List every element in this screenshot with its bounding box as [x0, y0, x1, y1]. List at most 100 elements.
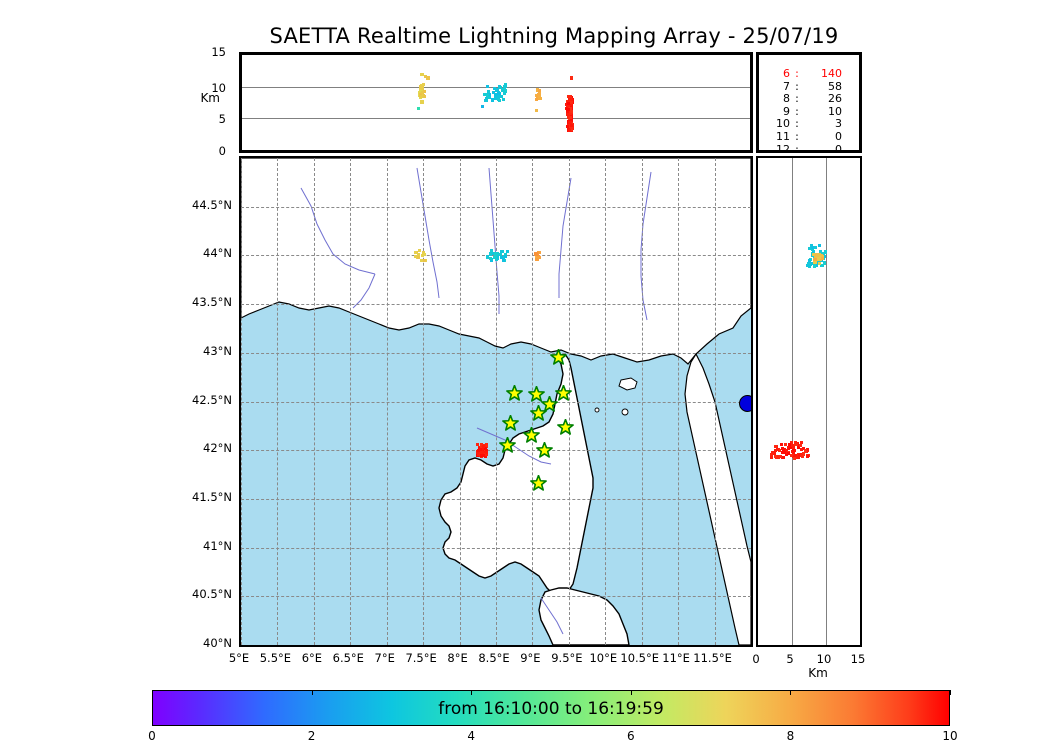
- lightning-source-point: [503, 85, 506, 88]
- stats-row: 6:140: [767, 68, 843, 81]
- map-lat-tick-44: 44°N: [170, 246, 232, 260]
- colorbar-tick-mark: [152, 690, 153, 695]
- lightning-source-point: [817, 257, 820, 260]
- right-panel-x-tick-15: 15: [838, 652, 878, 666]
- station-count-stats-box: 6:140 7:58 8:26 9:10 10:3 11:0 12:0: [756, 52, 862, 153]
- lightning-source-point: [421, 86, 424, 89]
- lightning-source-point: [421, 91, 424, 94]
- stats-row: 11:0: [767, 131, 843, 144]
- lightning-source-point: [423, 259, 426, 262]
- map-lat-gridline: [241, 450, 751, 451]
- stats-value: 0: [803, 131, 843, 144]
- lightning-source-point: [503, 92, 506, 95]
- stats-separator: :: [791, 144, 803, 157]
- map-lat-gridline: [241, 207, 751, 208]
- colorbar-tick-2: 2: [297, 729, 327, 743]
- top-panel-y-tick-15: 15: [192, 45, 226, 59]
- stats-value: 0: [803, 144, 843, 157]
- top-panel-y-tick-10: 10: [192, 81, 226, 95]
- colorbar-tick-mark: [631, 690, 632, 695]
- top-panel-gridline: [242, 118, 750, 119]
- right-panel-gridline: [792, 158, 793, 645]
- lma-station-marker: [506, 385, 523, 402]
- stats-station-count: 12: [767, 144, 791, 157]
- lightning-source-point: [570, 110, 573, 113]
- lightning-source-point: [423, 95, 426, 98]
- top-panel-y-tick-5: 5: [192, 112, 226, 126]
- stats-station-count: 8: [767, 93, 791, 106]
- lightning-source-point: [818, 244, 821, 247]
- lightning-source-point: [814, 258, 817, 261]
- lightning-source-point: [806, 455, 809, 458]
- lightning-source-point: [487, 90, 490, 93]
- colorbar-tick-mark: [312, 690, 313, 695]
- lightning-map[interactable]: [239, 156, 753, 647]
- map-lat-tick-44.5: 44.5°N: [170, 198, 232, 212]
- lightning-source-point: [818, 262, 821, 265]
- lightning-source-point: [487, 96, 490, 99]
- lma-station-marker: [550, 349, 567, 366]
- colorbar-tick-8: 8: [775, 729, 805, 743]
- colorbar-tick-0: 0: [137, 729, 167, 743]
- stats-value: 140: [803, 68, 843, 81]
- lightning-source-point: [489, 257, 492, 260]
- lightning-source-point: [504, 89, 507, 92]
- lightning-source-point: [496, 252, 499, 255]
- map-lat-tick-41.5: 41.5°N: [170, 490, 232, 504]
- lightning-source-point: [792, 450, 795, 453]
- lightning-source-point: [477, 449, 480, 452]
- stats-row: 8: 26: [767, 93, 843, 106]
- lightning-source-point: [498, 99, 501, 102]
- lma-station-marker: [530, 475, 547, 492]
- colorbar-tick-10: 10: [935, 729, 965, 743]
- lightning-source-point: [781, 456, 784, 459]
- colorbar-tick-4: 4: [456, 729, 486, 743]
- lightning-source-point: [779, 455, 782, 458]
- stats-station-count: 6: [767, 68, 791, 81]
- lightning-source-point: [481, 105, 484, 108]
- lightning-source-point: [535, 109, 538, 112]
- lightning-source-point: [489, 253, 492, 256]
- map-lat-gridline: [241, 304, 751, 305]
- lightning-source-point: [799, 444, 802, 447]
- right-panel-x-axis-label: Km: [788, 666, 848, 680]
- lightning-source-point: [480, 454, 483, 457]
- lma-station-marker: [536, 442, 553, 459]
- map-lon-tick-11.5: 11.5°E: [683, 651, 743, 665]
- lightning-source-point: [774, 455, 777, 458]
- altitude-latitude-panel: [756, 156, 862, 647]
- lightning-source-point: [806, 264, 809, 267]
- lightning-source-point: [804, 449, 807, 452]
- map-lat-gridline: [241, 645, 751, 646]
- map-lat-gridline: [241, 596, 751, 597]
- map-lat-gridline: [241, 548, 751, 549]
- lma-station-marker: [530, 405, 547, 422]
- lightning-source-point: [569, 95, 572, 98]
- lightning-source-point: [417, 107, 420, 110]
- colorbar-tick-mark: [790, 690, 791, 695]
- lightning-source-point: [771, 451, 774, 454]
- lightning-source-point: [486, 85, 489, 88]
- stats-value: 26: [803, 93, 843, 106]
- colorbar-tick-mark: [471, 690, 472, 695]
- lightning-source-point: [566, 125, 569, 128]
- lma-station-marker: [499, 437, 516, 454]
- map-lat-tick-40: 40°N: [170, 636, 232, 650]
- lightning-source-point: [570, 101, 573, 104]
- lma-station-marker: [557, 419, 574, 436]
- map-lat-tick-42.5: 42.5°N: [170, 393, 232, 407]
- right-panel-gridline: [826, 158, 827, 645]
- map-lat-gridline: [241, 402, 751, 403]
- lightning-source-point: [482, 445, 485, 448]
- lightning-source-point: [566, 113, 569, 116]
- map-lat-tick-42: 42°N: [170, 441, 232, 455]
- stats-separator: :: [791, 68, 803, 81]
- stats-separator: :: [791, 131, 803, 144]
- stats-station-count: 11: [767, 131, 791, 144]
- lightning-source-point: [794, 441, 797, 444]
- lightning-source-point: [821, 264, 824, 267]
- map-lat-tick-41: 41°N: [170, 539, 232, 553]
- stats-row: 12:0: [767, 144, 843, 157]
- lightning-source-point: [420, 95, 423, 98]
- lightning-source-point: [493, 87, 496, 90]
